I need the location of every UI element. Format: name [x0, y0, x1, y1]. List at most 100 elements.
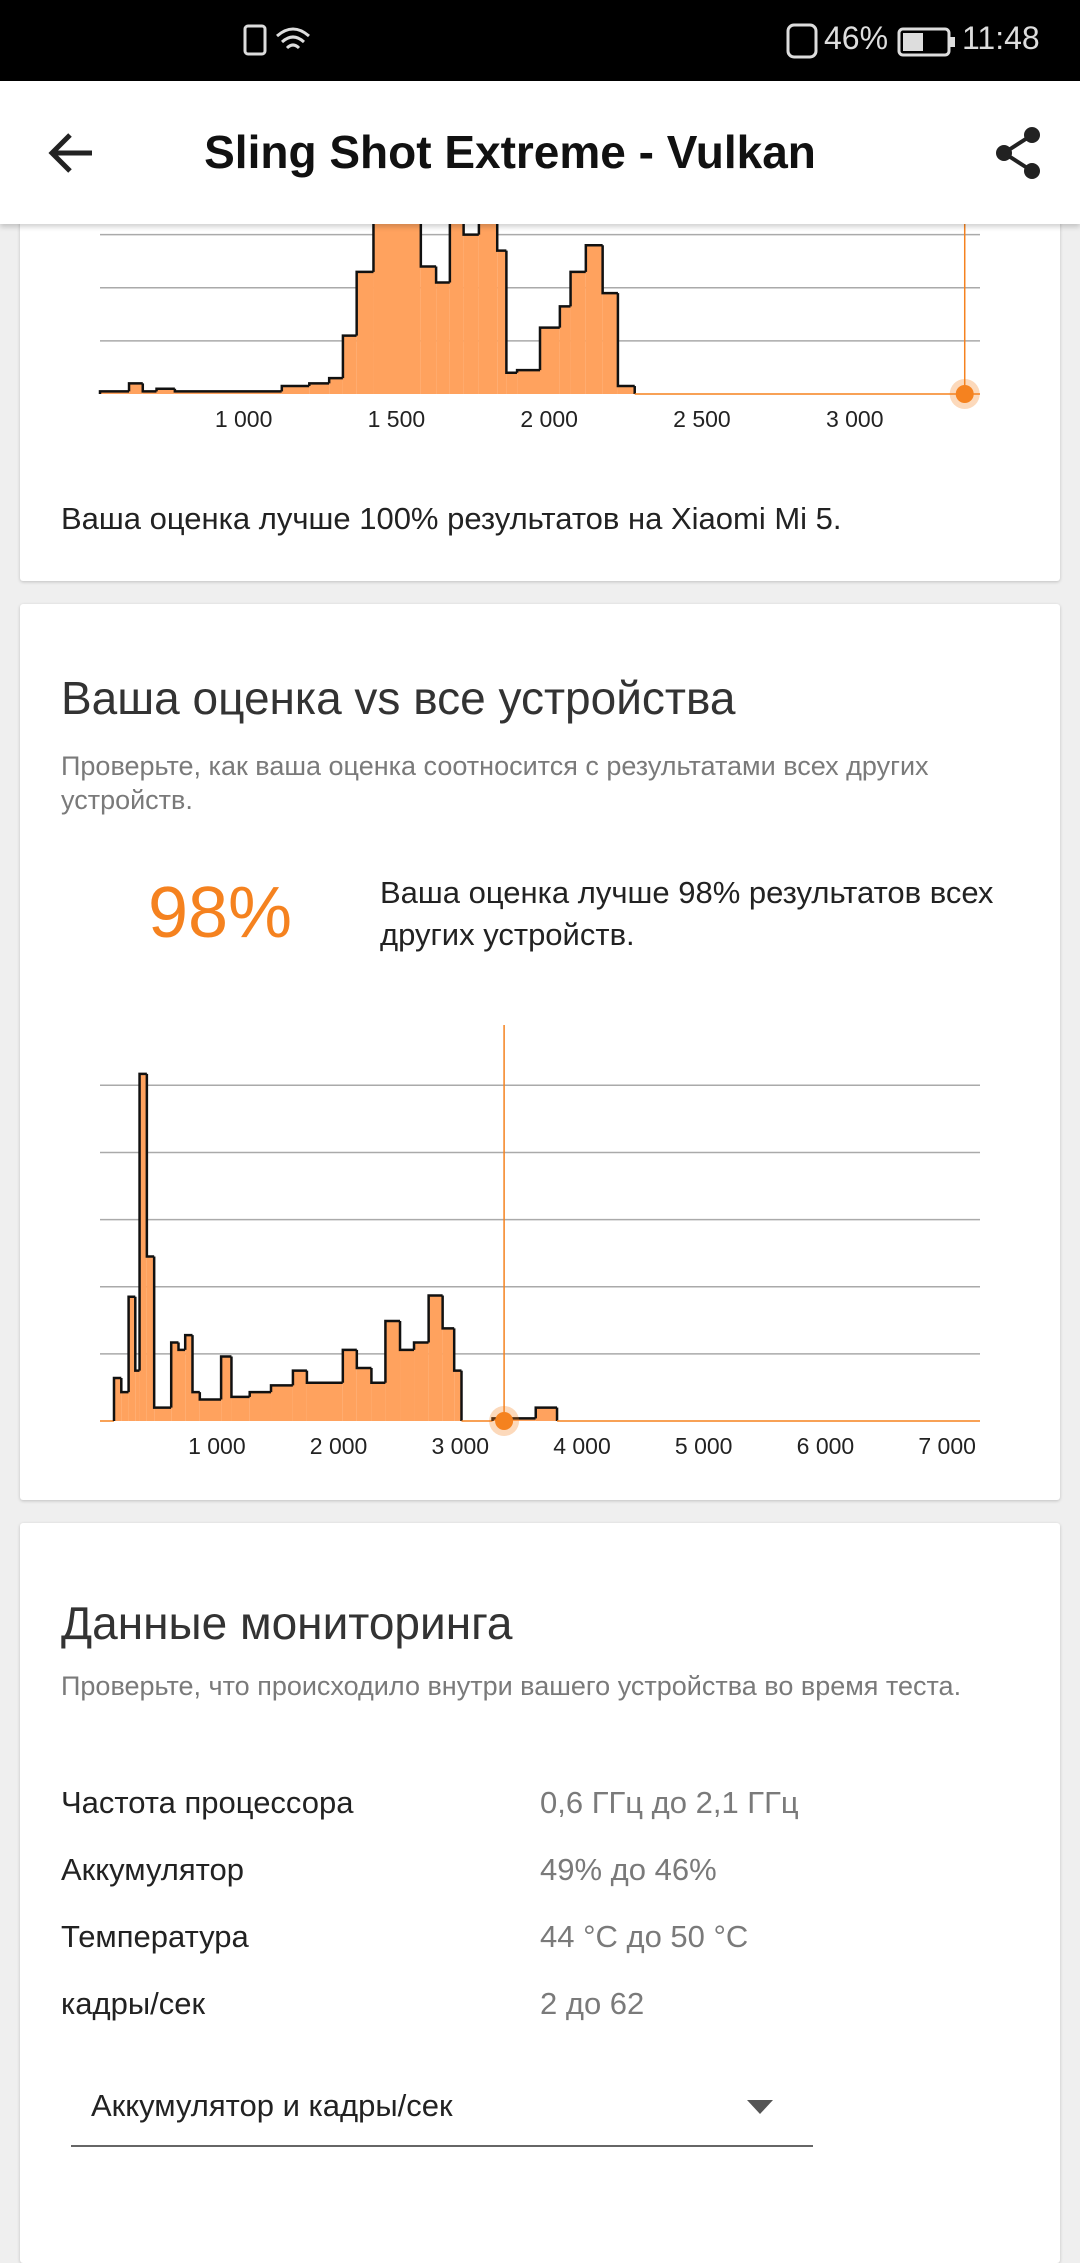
histogram-outline [219, 1355, 232, 1400]
histogram-bar [506, 372, 518, 394]
histogram-bar [535, 1407, 558, 1421]
dropdown-text[interactable]: Аккумулятор и кадры/сек [91, 2088, 453, 2123]
histogram-bar [292, 1370, 307, 1421]
histogram-outline [305, 1370, 343, 1384]
histogram-outline [412, 1341, 429, 1350]
x-tick-label: 4 000 [553, 1433, 611, 1459]
device-histogram: 1 000 1 500 2 000 2 500 3 000 [98, 190, 980, 432]
histogram-bar [271, 1385, 293, 1421]
histogram-outline [616, 293, 635, 388]
histogram-outline [558, 305, 571, 328]
histogram-outline [569, 270, 586, 307]
histogram-outline [601, 245, 618, 295]
histogram-outline [198, 1392, 222, 1401]
histogram-bar [570, 271, 586, 394]
card-title: Ваша оценка vs все устройства [61, 672, 736, 724]
percent: 98% [147, 873, 293, 953]
histogram-bar [156, 388, 175, 394]
histogram-bar [142, 391, 157, 394]
histogram-bar [185, 1335, 193, 1421]
histogram-bar [449, 208, 464, 394]
histogram-bar [199, 1399, 222, 1421]
histogram-outline [341, 1348, 357, 1383]
histogram-outline [145, 1073, 155, 1258]
histogram-bar [428, 1295, 443, 1421]
histogram-outline [384, 1319, 401, 1383]
histogram-bar [129, 383, 143, 394]
x-tick-label: 1 000 [188, 1433, 246, 1459]
row-value: 49% до 46% [540, 1852, 717, 1887]
histogram-outline [280, 384, 310, 392]
app-title: Sling Shot Extreme - Vulkan [204, 126, 816, 178]
row-value: 2 до 62 [540, 1986, 645, 2021]
score-dot [495, 1412, 514, 1430]
histogram-outline [127, 1295, 136, 1393]
histogram-bar [492, 1418, 536, 1421]
histogram-outline [505, 250, 518, 374]
histogram-bar [329, 378, 343, 394]
histogram-bar [356, 1367, 372, 1421]
histogram-outline [291, 1369, 307, 1386]
x-tick-label: 3 000 [826, 406, 884, 432]
histogram-outline [269, 1384, 293, 1393]
row-label: Аккумулятор [61, 1852, 244, 1887]
histogram-outline [491, 1417, 536, 1421]
histogram-bar [135, 1370, 140, 1421]
histogram-bar [559, 306, 571, 394]
histogram-bar [356, 271, 374, 394]
histogram-bar [342, 335, 357, 394]
row-label: Частота процессора [61, 1785, 354, 1820]
histogram-bar [478, 213, 498, 394]
histogram-outline [427, 1294, 443, 1343]
histogram-bar [139, 1073, 147, 1421]
histogram-bar [517, 370, 540, 394]
histogram-outline [495, 213, 507, 252]
histogram-bar [121, 1392, 129, 1421]
status-icons [243, 24, 310, 56]
histogram-bar [171, 1342, 179, 1421]
back-button[interactable] [44, 125, 100, 181]
histogram-outline [152, 1256, 172, 1409]
x-tick-label: 2 500 [673, 406, 731, 432]
row-value: 0,6 ГГц до 2,1 ГГц [540, 1785, 799, 1820]
histogram-bar [454, 1370, 462, 1421]
histogram-outline [534, 1406, 558, 1419]
x-tick-label: 2 000 [310, 1433, 368, 1459]
all-devices-card: Ваша оценка vs все устройства Проверьте,… [20, 604, 1060, 1500]
histogram-outline [169, 1341, 179, 1408]
histogram-outline [452, 1328, 462, 1372]
histogram-outline [127, 382, 143, 392]
histogram-bar [306, 1382, 343, 1421]
histogram-outline [120, 1378, 129, 1394]
histogram-bar [309, 383, 330, 394]
all-devices-histogram: 1 000 2 000 3 000 4 000 5 000 6 000 7 000 [100, 1025, 980, 1459]
histogram-outline [370, 1367, 386, 1384]
histogram-outline [191, 1335, 200, 1394]
histogram-outline [112, 1376, 122, 1421]
histogram-bar [128, 1296, 136, 1421]
histogram-bar [100, 391, 130, 394]
histogram-outline [308, 382, 330, 387]
histogram-outline [441, 1295, 455, 1330]
histogram-bar [174, 391, 282, 394]
percent-text: Ваша оценка лучше 98% результатов всех д… [380, 875, 994, 952]
battery-percent: 46% [824, 20, 889, 56]
histogram-bar [585, 245, 603, 394]
histogram-bar [342, 1349, 357, 1421]
histogram-outline [183, 1333, 193, 1350]
histogram-outline [141, 383, 157, 393]
histogram-bar [146, 1256, 155, 1421]
dropdown-arrow[interactable] [745, 2097, 775, 2117]
row-label: Температура [61, 1919, 249, 1954]
histogram-bar [436, 282, 450, 394]
histogram-outline [138, 1072, 147, 1371]
histogram-bar [221, 1356, 232, 1421]
histogram-outline [584, 244, 603, 272]
histogram-bar [442, 1328, 455, 1421]
x-tick-label: 1 500 [368, 406, 426, 432]
histogram-outline [515, 368, 540, 373]
share-button[interactable] [990, 125, 1046, 181]
histogram-bar [540, 327, 560, 394]
row-value: 44 °C до 50 °C [540, 1919, 749, 1954]
histogram-outline [355, 1349, 372, 1370]
